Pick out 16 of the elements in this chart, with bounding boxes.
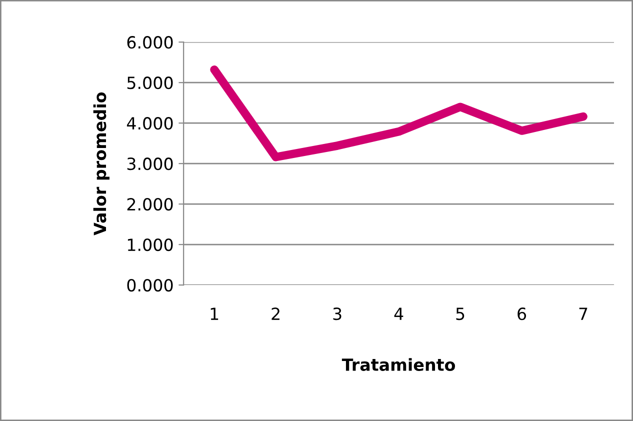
y-tick-label: 6.000 bbox=[127, 36, 173, 49]
y-tick-label: 5.000 bbox=[127, 76, 173, 90]
y-tick-label: 3.000 bbox=[127, 158, 173, 170]
x-axis-title: Tratamiento bbox=[342, 358, 456, 371]
y-tick-label: 1.000 bbox=[128, 238, 173, 252]
y-axis-title: Valor promedio bbox=[93, 92, 110, 236]
x-tick-label: 2 bbox=[272, 308, 280, 320]
x-tick-label: 7 bbox=[579, 308, 588, 320]
y-tick-label: 4.000 bbox=[126, 117, 173, 130]
y-tick-label: 2.000 bbox=[127, 198, 173, 211]
x-tick-label: 4 bbox=[394, 308, 404, 320]
x-tick-label: 3 bbox=[333, 308, 342, 320]
x-tick-label: 5 bbox=[456, 308, 464, 320]
y-tick-label: 0.000 bbox=[127, 278, 173, 292]
x-tick-label: 6 bbox=[518, 308, 526, 320]
x-tick-label: 1 bbox=[210, 308, 218, 320]
